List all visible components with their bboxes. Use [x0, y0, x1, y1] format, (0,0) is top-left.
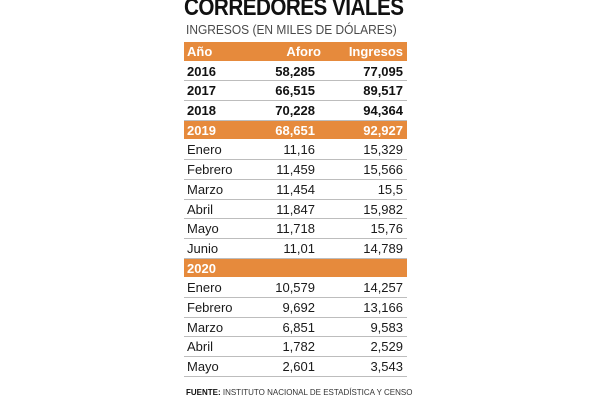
table-row: Mayo 11,718 15,76 — [184, 219, 407, 239]
row-ingresos: 15,76 — [370, 221, 403, 237]
header-ingresos: Ingresos — [348, 44, 403, 59]
row-ingresos: 2,529 — [370, 339, 403, 355]
row-ingresos: 3,543 — [370, 359, 403, 374]
row-label: 2020 — [187, 260, 216, 276]
row-label: 2017 — [187, 83, 216, 99]
row-ingresos: 15,5 — [377, 181, 403, 197]
table-row-2020: 2020 — [184, 258, 407, 279]
table-row: Enero 11,16 15,329 — [184, 140, 407, 161]
row-label: Febrero — [187, 299, 233, 315]
row-label: 2019 — [187, 122, 216, 138]
table-row-2018: 2018 70,228 94,364 — [184, 101, 407, 121]
table-row: Mayo 2,601 3,543 — [184, 357, 407, 377]
row-ingresos: 15,329 — [363, 142, 403, 158]
table-row-2017: 2017 66,515 89,517 — [184, 81, 407, 102]
row-ingresos: 14,789 — [363, 240, 403, 256]
table-header-row: Año Aforo Ingresos — [184, 42, 407, 62]
row-label: Febrero — [187, 162, 233, 178]
table-row: Febrero 11,459 15,566 — [184, 160, 407, 180]
source-note: FUENTE: INSTITUTO NACIONAL DE ESTADÍSTIC… — [186, 387, 412, 397]
row-aforo: 58,285 — [275, 63, 315, 79]
row-ingresos: 13,166 — [363, 299, 403, 315]
row-aforo: 11,718 — [276, 221, 315, 237]
infographic-subtitle: INGRESOS (EN MILES DE DÓLARES) — [186, 22, 397, 37]
table-row: Marzo 6,851 9,583 — [184, 318, 407, 338]
row-aforo: 66,515 — [275, 83, 315, 99]
row-ingresos: 94,364 — [363, 103, 403, 119]
row-aforo: 6,851 — [282, 319, 315, 335]
row-aforo: 11,01 — [283, 240, 315, 256]
table-row: Abril 11,847 15,982 — [184, 200, 407, 220]
infographic: CORREDORES VIALES INGRESOS (EN MILES DE … — [184, 0, 412, 400]
row-label: Mayo — [187, 221, 219, 237]
row-label: Abril — [187, 339, 214, 355]
source-text: INSTITUTO NACIONAL DE ESTADÍSTICA Y CENS… — [222, 387, 413, 397]
row-aforo: 9,692 — [282, 299, 315, 315]
row-ingresos: 92,927 — [363, 122, 403, 138]
row-aforo: 11,16 — [283, 142, 315, 158]
row-label: Enero — [187, 142, 222, 158]
table-row: Enero 10,579 14,257 — [184, 278, 407, 298]
row-label: 2018 — [187, 103, 216, 119]
row-label: Marzo — [187, 181, 224, 197]
row-aforo: 70,228 — [275, 103, 315, 119]
row-label: Mayo — [187, 359, 219, 374]
row-aforo: 11,454 — [276, 181, 315, 197]
row-label: Junio — [187, 240, 219, 256]
row-aforo: 10,579 — [275, 280, 315, 296]
row-label: Enero — [187, 280, 222, 296]
row-ingresos: 14,257 — [363, 280, 403, 296]
header-year: Año — [187, 44, 213, 59]
row-label: Abril — [187, 201, 214, 217]
table-row-2019: 2019 68,651 92,927 — [184, 120, 407, 141]
row-ingresos: 89,517 — [363, 83, 403, 99]
row-ingresos: 9,583 — [370, 319, 403, 335]
source-label: FUENTE: — [186, 387, 221, 397]
row-ingresos: 77,095 — [363, 63, 403, 79]
header-aforo: Aforo — [286, 44, 321, 59]
row-aforo: 1,782 — [282, 339, 315, 355]
table-row: Febrero 9,692 13,166 — [184, 298, 407, 318]
row-ingresos: 15,982 — [363, 201, 403, 217]
row-label: 2016 — [187, 63, 216, 79]
infographic-title: CORREDORES VIALES — [184, 0, 404, 21]
row-aforo: 11,847 — [276, 201, 315, 217]
table-row-2016: 2016 58,285 77,095 — [184, 62, 407, 82]
data-table: Año Aforo Ingresos 2016 58,285 77,095 20… — [184, 42, 407, 377]
table-row: Junio 11,01 14,789 — [184, 239, 407, 259]
row-aforo: 2,601 — [282, 359, 315, 374]
row-aforo: 68,651 — [275, 122, 315, 138]
table-row: Marzo 11,454 15,5 — [184, 180, 407, 200]
row-ingresos: 15,566 — [363, 162, 403, 178]
table-row: Abril 1,782 2,529 — [184, 337, 407, 357]
row-aforo: 11,459 — [276, 162, 315, 178]
row-label: Marzo — [187, 319, 224, 335]
